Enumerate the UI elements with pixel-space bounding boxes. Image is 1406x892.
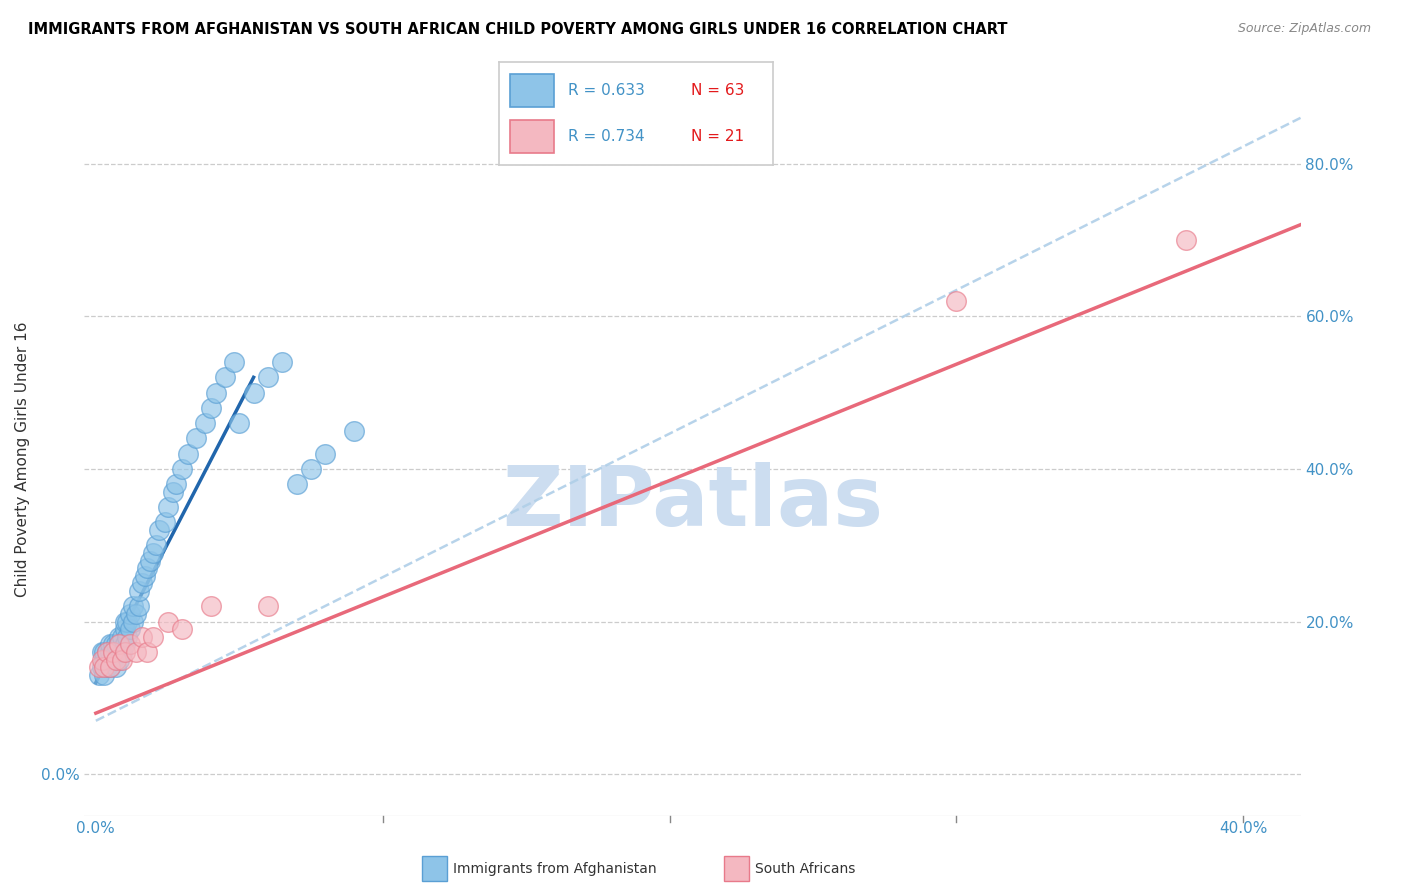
Point xyxy=(120,637,142,651)
Point xyxy=(128,584,150,599)
Point xyxy=(93,645,115,659)
Point xyxy=(98,660,121,674)
Point xyxy=(148,523,170,537)
Point xyxy=(90,653,112,667)
Point xyxy=(98,660,121,674)
Point xyxy=(1174,233,1197,247)
Point xyxy=(98,637,121,651)
Point xyxy=(90,645,112,659)
Point xyxy=(87,660,110,674)
Point xyxy=(165,477,187,491)
Point xyxy=(162,484,184,499)
Point xyxy=(285,477,308,491)
Point xyxy=(125,607,148,621)
Point xyxy=(96,645,118,659)
Point xyxy=(104,653,127,667)
Point xyxy=(107,653,129,667)
Point xyxy=(96,660,118,674)
Point xyxy=(200,401,222,415)
Point xyxy=(314,447,336,461)
Point xyxy=(242,385,264,400)
Point xyxy=(122,599,145,614)
Point xyxy=(153,516,176,530)
Point xyxy=(136,645,159,659)
Point xyxy=(114,637,136,651)
Text: N = 21: N = 21 xyxy=(692,128,744,144)
Point xyxy=(214,370,236,384)
Text: R = 0.734: R = 0.734 xyxy=(568,128,644,144)
Point xyxy=(139,553,162,567)
Point xyxy=(271,355,294,369)
Point xyxy=(101,645,124,659)
Point xyxy=(114,615,136,629)
Point xyxy=(93,668,115,682)
Point xyxy=(98,653,121,667)
Point xyxy=(96,645,118,659)
Point xyxy=(186,431,208,445)
Point xyxy=(257,370,280,384)
Point xyxy=(205,385,228,400)
Point xyxy=(156,500,179,514)
Point xyxy=(257,599,280,614)
Point xyxy=(98,645,121,659)
Point xyxy=(170,622,193,636)
Point xyxy=(142,630,165,644)
Point xyxy=(120,607,142,621)
Point xyxy=(120,622,142,636)
Point xyxy=(945,293,967,308)
Point xyxy=(145,538,167,552)
Point xyxy=(93,653,115,667)
Point xyxy=(96,653,118,667)
Point xyxy=(117,615,139,629)
Point xyxy=(107,637,129,651)
Point xyxy=(228,416,250,430)
Text: South Africans: South Africans xyxy=(755,862,855,876)
Point xyxy=(125,645,148,659)
Point xyxy=(128,599,150,614)
Point xyxy=(136,561,159,575)
Point xyxy=(299,462,322,476)
Point xyxy=(104,645,127,659)
Text: R = 0.633: R = 0.633 xyxy=(568,83,644,97)
Point xyxy=(156,615,179,629)
Point xyxy=(111,653,134,667)
Point xyxy=(107,637,129,651)
Point xyxy=(176,447,198,461)
Point xyxy=(114,645,136,659)
Text: IMMIGRANTS FROM AFGHANISTAN VS SOUTH AFRICAN CHILD POVERTY AMONG GIRLS UNDER 16 : IMMIGRANTS FROM AFGHANISTAN VS SOUTH AFR… xyxy=(28,22,1008,37)
Bar xyxy=(510,120,554,153)
Bar xyxy=(510,74,554,106)
Point xyxy=(93,660,115,674)
Point xyxy=(101,653,124,667)
Point xyxy=(117,630,139,644)
Point xyxy=(104,660,127,674)
Point xyxy=(194,416,217,430)
Text: Immigrants from Afghanistan: Immigrants from Afghanistan xyxy=(453,862,657,876)
Point xyxy=(101,645,124,659)
Point xyxy=(87,668,110,682)
Point xyxy=(142,546,165,560)
Point xyxy=(200,599,222,614)
Point xyxy=(114,622,136,636)
Text: Source: ZipAtlas.com: Source: ZipAtlas.com xyxy=(1237,22,1371,36)
Point xyxy=(131,630,153,644)
Point xyxy=(101,637,124,651)
Point xyxy=(111,630,134,644)
Point xyxy=(122,615,145,629)
Point xyxy=(134,568,156,582)
Point xyxy=(111,645,134,659)
Point xyxy=(170,462,193,476)
Point xyxy=(104,637,127,651)
Y-axis label: Child Poverty Among Girls Under 16: Child Poverty Among Girls Under 16 xyxy=(14,322,30,597)
Text: N = 63: N = 63 xyxy=(692,83,744,97)
Point xyxy=(343,424,366,438)
Point xyxy=(107,630,129,644)
Point xyxy=(222,355,245,369)
Point xyxy=(90,660,112,674)
Text: ZIPatlas: ZIPatlas xyxy=(502,462,883,542)
Point xyxy=(131,576,153,591)
